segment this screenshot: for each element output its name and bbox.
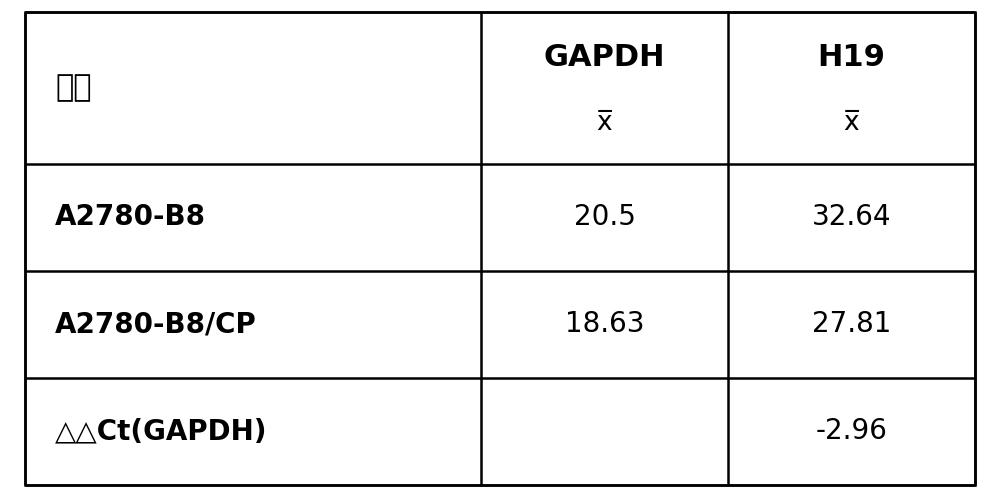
Text: 样品: 样品	[55, 74, 92, 102]
Text: 20.5: 20.5	[574, 203, 635, 231]
Text: -2.96: -2.96	[816, 417, 887, 445]
Text: H19: H19	[817, 43, 886, 73]
Text: 18.63: 18.63	[565, 310, 644, 338]
Text: 27.81: 27.81	[812, 310, 891, 338]
Text: △△Ct(GAPDH): △△Ct(GAPDH)	[55, 417, 268, 445]
Text: GAPDH: GAPDH	[544, 43, 665, 73]
Text: x̅: x̅	[844, 110, 859, 136]
Text: A2780-B8: A2780-B8	[55, 203, 206, 231]
Text: 32.64: 32.64	[812, 203, 891, 231]
Text: A2780-B8/CP: A2780-B8/CP	[55, 310, 257, 338]
Text: x̅: x̅	[597, 110, 612, 136]
